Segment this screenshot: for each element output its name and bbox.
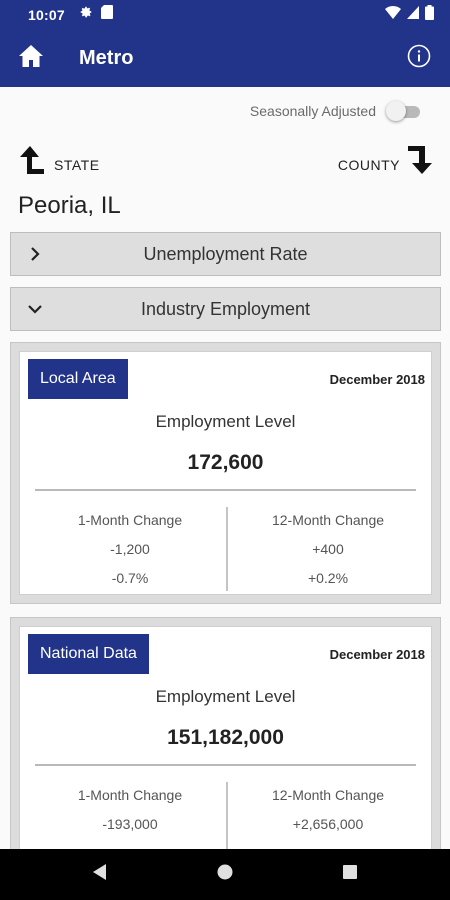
section-industry-employment[interactable]: Industry Employment: [10, 287, 441, 331]
change-value: -193,000: [102, 816, 158, 832]
home-button[interactable]: [3, 29, 59, 87]
divider: [35, 489, 416, 491]
section-title: Unemployment Rate: [143, 243, 308, 264]
wifi-icon: [385, 5, 401, 24]
state-label: STATE: [54, 157, 100, 173]
twelve-month-change: 12-Month Change +400 +0.2%: [233, 512, 423, 590]
recents-square-icon: [342, 864, 358, 885]
location-title: Peoria, IL: [18, 192, 121, 219]
county-label: COUNTY: [337, 157, 400, 173]
seasonally-adjusted-switch[interactable]: [386, 100, 422, 122]
section-title: Industry Employment: [140, 298, 311, 319]
change-value: +2,656,000: [292, 816, 364, 832]
status-time: 10:07: [28, 6, 65, 23]
change-label: 1-Month Change: [77, 512, 183, 528]
card-date: December 2018: [329, 647, 425, 662]
system-navigation-bar: [0, 849, 450, 900]
change-label: 12-Month Change: [271, 787, 385, 803]
twelve-month-change: 12-Month Change +2,656,000: [233, 787, 423, 836]
battery-icon: [425, 4, 434, 25]
one-month-change: 1-Month Change -1,200 -0.7%: [35, 512, 225, 590]
arrow-down-right-icon: [408, 146, 434, 179]
page-title: Metro: [79, 46, 134, 69]
home-icon: [19, 44, 43, 72]
app-bar: Metro: [0, 29, 450, 87]
change-value: +400: [312, 541, 344, 557]
local-area-card: Local Area December 2018 Employment Leve…: [10, 342, 441, 604]
seasonally-adjusted-row: Seasonally Adjusted: [250, 100, 422, 122]
card-badge: Local Area: [28, 359, 128, 399]
change-percent: -0.7%: [111, 570, 149, 586]
change-label: 1-Month Change: [77, 787, 183, 803]
employment-level-value: 172,600: [187, 451, 264, 474]
seasonally-adjusted-label: Seasonally Adjusted: [249, 103, 376, 119]
section-unemployment-rate[interactable]: Unemployment Rate: [10, 232, 441, 276]
one-month-change: 1-Month Change -193,000: [35, 787, 225, 836]
chevron-right-icon: [25, 244, 45, 264]
home-circle-icon: [216, 863, 234, 886]
sd-card-icon: [100, 5, 113, 24]
home-nav-button[interactable]: [205, 849, 245, 900]
change-value: -1,200: [110, 541, 150, 557]
divider: [35, 764, 416, 766]
national-data-card: National Data December 2018 Employment L…: [10, 617, 441, 866]
card-badge: National Data: [28, 634, 149, 674]
arrow-up-left-icon: [18, 146, 44, 179]
change-label: 12-Month Change: [271, 512, 385, 528]
signal-icon: [407, 5, 419, 24]
card-date: December 2018: [329, 372, 425, 387]
state-nav-button[interactable]: STATE: [18, 146, 100, 179]
change-percent: +0.2%: [307, 570, 349, 586]
info-button[interactable]: [406, 44, 432, 73]
gear-icon: [79, 5, 93, 24]
employment-level-label: Employment Level: [155, 687, 296, 706]
employment-level-value: 151,182,000: [167, 726, 284, 749]
column-divider: [226, 507, 228, 591]
column-divider: [226, 782, 228, 866]
back-icon: [91, 863, 107, 886]
info-icon: [407, 44, 431, 73]
chevron-down-icon: [25, 299, 45, 319]
employment-level-label: Employment Level: [155, 412, 296, 431]
recents-button[interactable]: [330, 849, 370, 900]
county-nav-button[interactable]: COUNTY: [338, 146, 434, 179]
status-bar: 10:07: [0, 0, 450, 29]
back-button[interactable]: [79, 849, 119, 900]
